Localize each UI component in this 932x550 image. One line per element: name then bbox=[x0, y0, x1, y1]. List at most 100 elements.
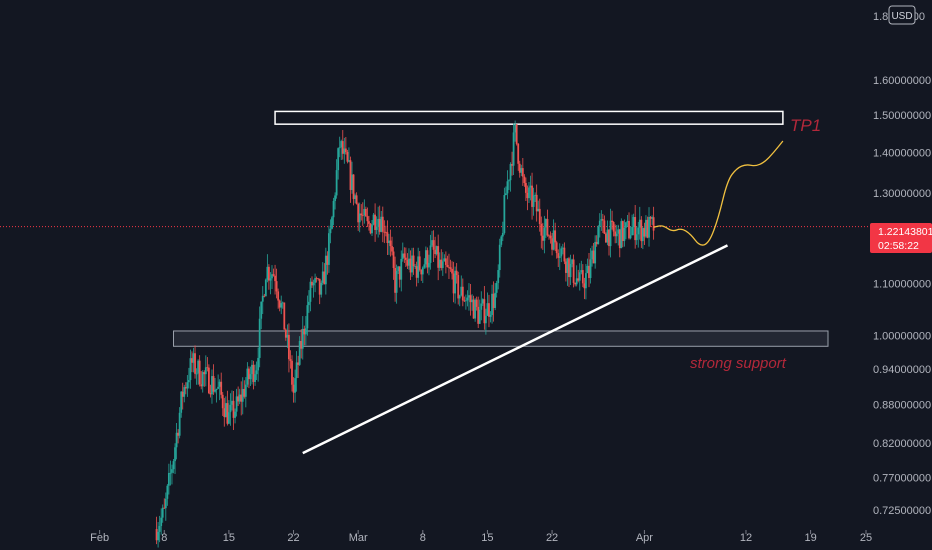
candle-body bbox=[421, 267, 424, 275]
candle-body bbox=[284, 329, 287, 338]
candle-body bbox=[352, 174, 355, 199]
candle-body bbox=[471, 299, 473, 303]
candle-body bbox=[337, 148, 340, 171]
candle-body bbox=[591, 250, 593, 260]
candle-body bbox=[194, 353, 196, 374]
candle-body bbox=[180, 391, 183, 413]
candle-body bbox=[498, 244, 501, 271]
candle-body bbox=[460, 286, 463, 296]
candle-body bbox=[228, 412, 230, 424]
candle-body bbox=[214, 389, 216, 392]
candle-body bbox=[448, 266, 450, 268]
candle-body bbox=[423, 264, 426, 268]
candle-body bbox=[286, 334, 289, 338]
candle-body bbox=[384, 231, 387, 233]
candle-body bbox=[494, 292, 497, 308]
candle-body bbox=[514, 124, 517, 133]
candle-body bbox=[301, 328, 304, 349]
candle-body bbox=[458, 295, 461, 299]
candle-body bbox=[555, 242, 558, 254]
candle-body bbox=[417, 256, 420, 278]
candle-body bbox=[360, 213, 363, 216]
candle-body bbox=[280, 303, 283, 308]
candle-body bbox=[291, 360, 293, 385]
candle-body bbox=[315, 278, 318, 279]
candle-body bbox=[366, 216, 369, 222]
candle-body bbox=[601, 219, 604, 221]
candle-body bbox=[483, 299, 486, 324]
currency-label[interactable]: USD bbox=[891, 11, 912, 22]
candle-body bbox=[501, 232, 504, 237]
candle-body bbox=[260, 301, 263, 319]
candle-body bbox=[189, 358, 192, 381]
candle-body bbox=[637, 227, 640, 235]
candle-body bbox=[331, 217, 333, 229]
candle-body bbox=[578, 272, 581, 281]
candle-body bbox=[440, 259, 443, 268]
price-tick-label: 1.00000000 bbox=[873, 330, 931, 342]
candle-body bbox=[269, 278, 272, 281]
candle-body bbox=[478, 309, 481, 324]
candle-body bbox=[348, 160, 350, 162]
candle-body bbox=[198, 360, 201, 385]
candle-body bbox=[224, 403, 227, 418]
candle-body bbox=[415, 266, 418, 278]
candle-body bbox=[292, 384, 295, 393]
candle-body bbox=[317, 278, 320, 280]
candle-body bbox=[220, 381, 223, 395]
candle-body bbox=[240, 394, 243, 402]
candle-body bbox=[217, 386, 220, 389]
candle-body bbox=[181, 391, 184, 397]
candle-body bbox=[631, 227, 633, 236]
candle-body bbox=[206, 367, 209, 369]
candle-body bbox=[255, 370, 258, 375]
candle-body bbox=[174, 447, 176, 462]
candle-body bbox=[618, 229, 621, 249]
candle-body bbox=[164, 498, 167, 509]
price-tick-label: 1.30000000 bbox=[873, 188, 931, 200]
candle-body bbox=[335, 170, 338, 196]
candle-body bbox=[264, 279, 267, 297]
candle-body bbox=[652, 217, 655, 231]
candle-body bbox=[432, 240, 435, 250]
candle-body bbox=[548, 235, 550, 237]
time-tick-label: Feb bbox=[90, 532, 109, 544]
candle-body bbox=[160, 517, 163, 527]
candle-body bbox=[306, 305, 309, 329]
candle-body bbox=[452, 273, 455, 294]
candle-body bbox=[597, 226, 600, 245]
tp1-label: TP1 bbox=[790, 116, 821, 135]
time-axis[interactable]: Feb 8 15 22 Mar 8 15 22 Apr 12 19 25 bbox=[90, 530, 872, 544]
candle-body bbox=[361, 215, 364, 217]
candle-body bbox=[568, 258, 570, 278]
candle-body bbox=[312, 282, 315, 286]
candle-body bbox=[517, 143, 520, 164]
candle-body bbox=[538, 208, 541, 225]
candle-body bbox=[201, 372, 204, 387]
candle-body bbox=[531, 185, 533, 207]
candle-body bbox=[466, 297, 469, 301]
candle-body bbox=[614, 231, 617, 237]
candle-body bbox=[314, 278, 316, 283]
candle-body bbox=[451, 268, 453, 274]
candle-body bbox=[557, 253, 560, 258]
candle-body bbox=[277, 291, 280, 301]
candle-body bbox=[551, 238, 553, 250]
candle-body bbox=[268, 266, 270, 281]
candle-body bbox=[177, 432, 180, 436]
candle-body bbox=[641, 228, 644, 242]
currency-button-frame[interactable] bbox=[888, 5, 916, 25]
price-tick-label: 1.40000000 bbox=[873, 148, 931, 160]
candle-body bbox=[646, 219, 649, 238]
candle-body bbox=[397, 266, 400, 271]
candle-body bbox=[411, 255, 413, 273]
currency-button[interactable]: USD bbox=[888, 5, 916, 25]
candle-body bbox=[426, 250, 429, 268]
last-price-badge bbox=[870, 223, 932, 253]
candle-body bbox=[326, 255, 329, 265]
candle-body bbox=[461, 286, 464, 301]
candle-body bbox=[546, 219, 549, 236]
candle-body bbox=[200, 384, 203, 387]
candle-body bbox=[252, 364, 255, 382]
